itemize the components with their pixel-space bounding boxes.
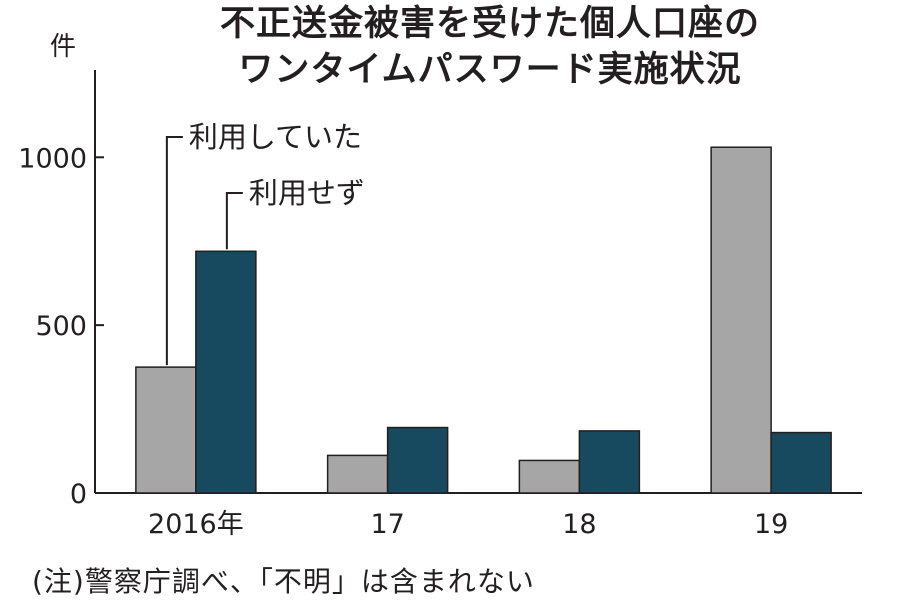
legend-label: 利用していた	[189, 120, 362, 154]
bar-used	[710, 146, 772, 494]
y-axis-unit: 件	[50, 32, 77, 62]
y-tick-label: 1000	[18, 143, 87, 174]
bar-not-used	[386, 426, 449, 494]
legend-label: 利用せず	[249, 176, 365, 210]
bar-used	[518, 459, 581, 494]
bar-used	[135, 366, 197, 494]
chart-subtitle: ワンタイムパスワード実施状況	[238, 50, 742, 90]
legend-leader-line	[165, 136, 183, 366]
x-tick-label: 18	[562, 509, 596, 540]
x-tick-label: 2016年	[148, 509, 244, 540]
bar-not-used	[578, 430, 641, 494]
x-tick-label: 19	[754, 509, 788, 540]
x-tick-label: 17	[370, 509, 404, 540]
bar-not-used	[770, 431, 832, 494]
y-tick-label: 500	[35, 311, 87, 342]
legend-leader-line	[225, 192, 243, 250]
chart-title: 不正送金被害を受けた個人口座の	[219, 4, 760, 44]
bar-not-used	[195, 250, 257, 494]
y-tick-label: 0	[70, 479, 87, 510]
source-note: (注)警察庁調べ、「不明」は含まれない	[32, 565, 535, 598]
bar-used	[326, 454, 389, 494]
